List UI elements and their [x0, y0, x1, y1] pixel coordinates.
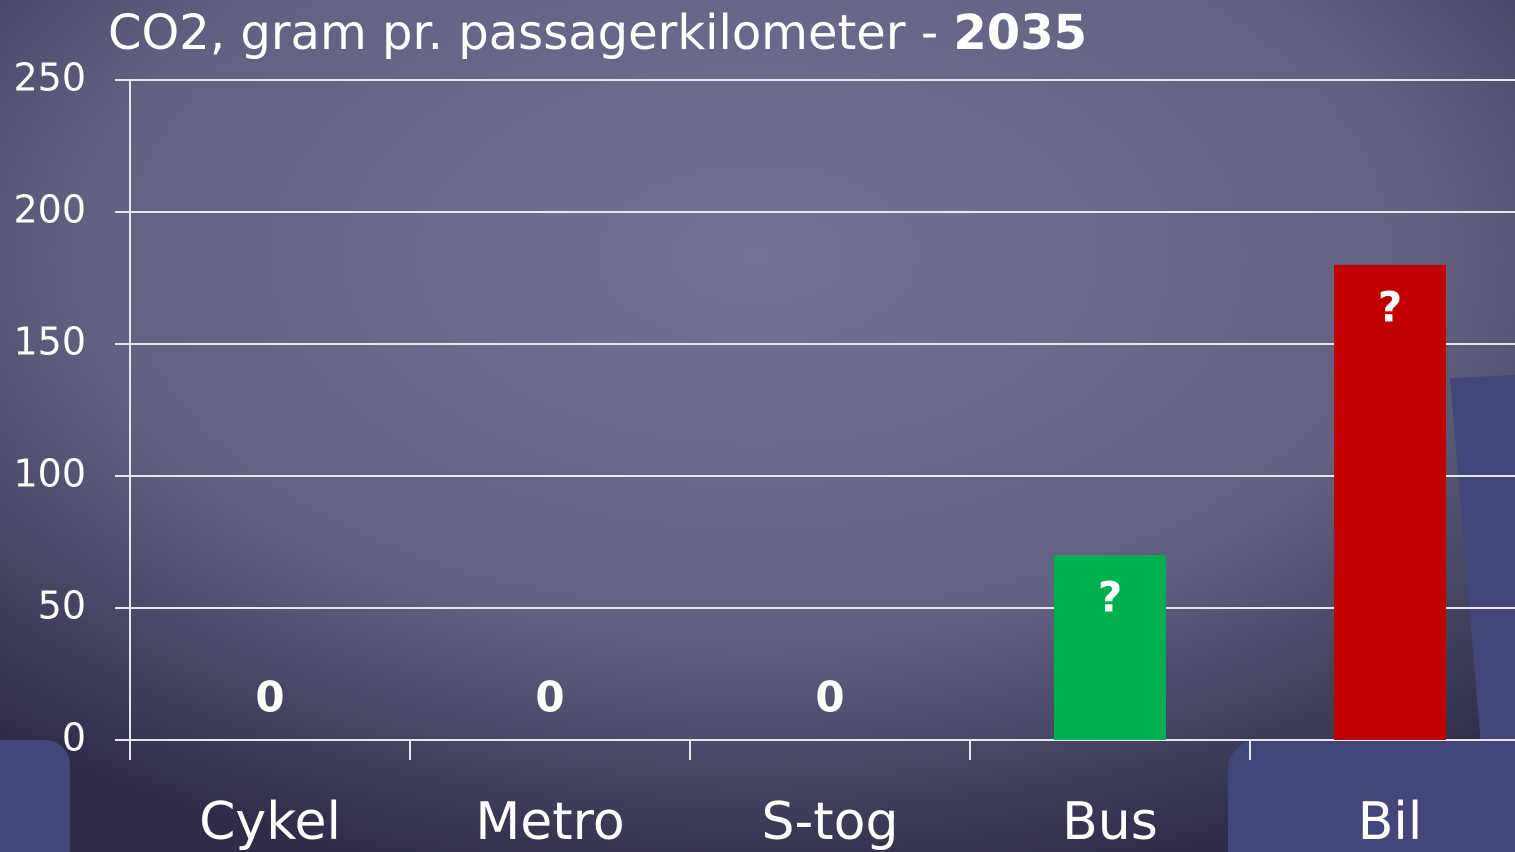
title-year: 2035	[953, 5, 1087, 61]
x-tick-label: Cykel	[199, 792, 341, 852]
y-tick-label: 50	[38, 584, 86, 628]
x-tick-label: Metro	[475, 792, 624, 852]
y-tick-label: 100	[13, 452, 86, 496]
y-tick-label: 200	[13, 188, 86, 232]
y-tick-label: 0	[62, 716, 86, 760]
data-label: ?	[1098, 573, 1122, 622]
y-tick-label: 150	[13, 320, 86, 364]
chart-title: CO2, gram pr. passagerkilometer - 2035	[108, 5, 1087, 61]
y-tick-label: 250	[13, 56, 86, 100]
decor	[1450, 375, 1515, 852]
decor	[0, 740, 70, 852]
data-label: 0	[255, 673, 284, 722]
decor	[1228, 740, 1515, 852]
bar	[1334, 264, 1446, 740]
data-label: 0	[535, 673, 564, 722]
title-text: CO2, gram pr. passagerkilometer -	[108, 5, 953, 61]
x-tick-label: Bus	[1062, 792, 1158, 852]
x-tick-label: Bil	[1358, 792, 1423, 852]
data-label: ?	[1378, 282, 1402, 331]
x-tick-label: S-tog	[762, 792, 899, 852]
data-label: 0	[815, 673, 844, 722]
bar	[1054, 555, 1166, 740]
